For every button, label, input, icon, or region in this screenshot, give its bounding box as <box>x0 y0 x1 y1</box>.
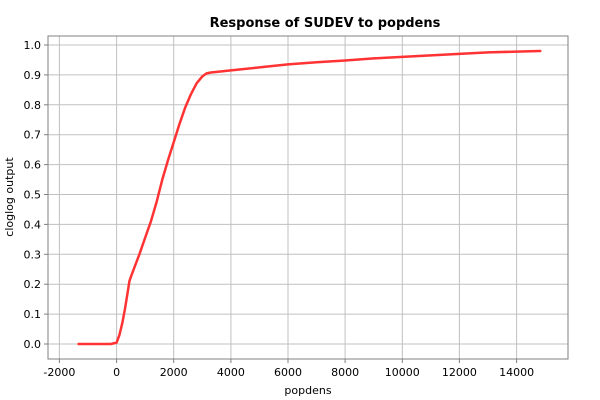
plot-area <box>47 35 569 360</box>
series-layer <box>77 49 542 346</box>
chart-title: Response of SUDEV to popdens <box>210 16 441 31</box>
x-axis-label: popdens <box>284 384 331 397</box>
y-tick-label: 0.6 <box>24 159 42 172</box>
y-tick-label: 0.3 <box>24 248 42 261</box>
x-tick-label: 4000 <box>217 366 245 379</box>
y-tick-label: 0.1 <box>24 308 42 321</box>
y-axis-label: cloglog output <box>3 157 16 237</box>
x-axis: -2000 0 2000 4000 6000 8000 10000 12000 14000 <box>43 359 534 379</box>
x-tick-label: 10000 <box>385 366 420 379</box>
x-tick-label: -2000 <box>43 366 75 379</box>
y-axis: 0.0 0.1 0.2 0.3 0.4 0.5 0.6 0.7 0.8 0.9 1.0 <box>24 39 48 351</box>
x-tick-label: 2000 <box>160 366 188 379</box>
y-tick-label: 0.8 <box>24 99 42 112</box>
series-line <box>77 49 542 346</box>
y-tick-label: 1.0 <box>24 39 42 52</box>
x-tick-label: 14000 <box>499 366 534 379</box>
y-tick-label: 0.9 <box>24 69 42 82</box>
y-tick-label: 0.0 <box>24 338 42 351</box>
y-tick-label: 0.4 <box>24 218 42 231</box>
x-tick-label: 6000 <box>274 366 302 379</box>
grid <box>48 36 568 359</box>
y-tick-label: 0.2 <box>24 278 42 291</box>
x-tick-label: 0 <box>113 366 120 379</box>
x-tick-label: 8000 <box>331 366 359 379</box>
x-tick-label: 12000 <box>442 366 477 379</box>
y-tick-label: 0.7 <box>24 129 42 142</box>
y-tick-label: 0.5 <box>24 189 42 202</box>
